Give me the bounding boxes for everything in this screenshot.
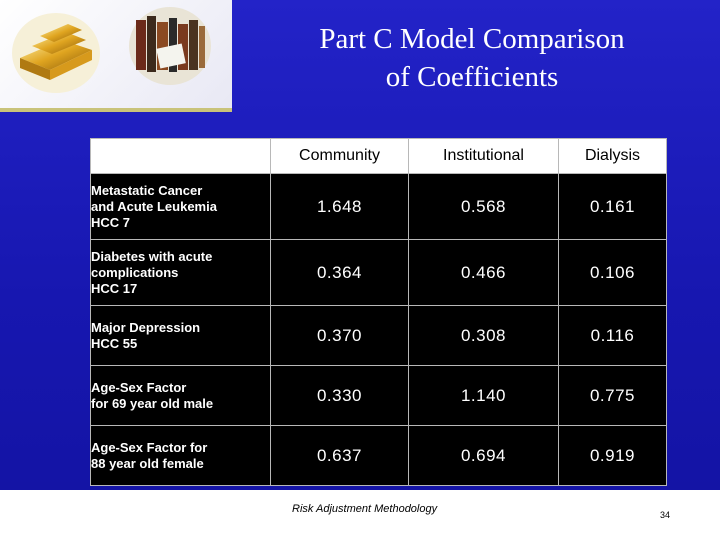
cell-community: 1.648 bbox=[270, 173, 409, 240]
cell-dialysis: 0.106 bbox=[558, 239, 667, 306]
table-row: Metastatic Cancer and Acute Leukemia HCC… bbox=[90, 173, 667, 240]
row-label: Major Depression HCC 55 bbox=[90, 305, 271, 366]
row-label-line: Diabetes with acute bbox=[91, 248, 213, 264]
header-panel-edge bbox=[0, 108, 232, 112]
row-label-line: Major Depression bbox=[91, 319, 201, 335]
cell-institutional: 1.140 bbox=[408, 365, 559, 426]
row-label-line: 88 year old female bbox=[91, 455, 204, 471]
cell-dialysis: 0.775 bbox=[558, 365, 667, 426]
row-label-line: complications bbox=[91, 264, 179, 280]
cell-institutional: 0.694 bbox=[408, 425, 559, 486]
row-label: Diabetes with acute complications HCC 17 bbox=[90, 239, 271, 306]
cell-community: 0.364 bbox=[270, 239, 409, 306]
cell-institutional: 0.466 bbox=[408, 239, 559, 306]
row-label-line: HCC 17 bbox=[91, 280, 138, 296]
row-label-line: HCC 55 bbox=[91, 335, 138, 351]
row-label: Age-Sex Factor for 88 year old female bbox=[90, 425, 271, 486]
slide-title-line-2: of Coefficients bbox=[385, 61, 559, 93]
cell-community: 0.330 bbox=[270, 365, 409, 426]
gold-bars-photo-icon bbox=[12, 13, 100, 93]
table-row: Age-Sex Factor for 88 year old female 0.… bbox=[90, 425, 667, 486]
cell-community: 0.370 bbox=[270, 305, 409, 366]
table-row: Age-Sex Factor for 69 year old male 0.33… bbox=[90, 365, 667, 426]
row-label-line: Metastatic Cancer bbox=[91, 182, 203, 198]
table-row: Major Depression HCC 55 0.370 0.308 0.11… bbox=[90, 305, 667, 366]
table-corner-cell bbox=[90, 138, 271, 174]
row-label: Metastatic Cancer and Acute Leukemia HCC… bbox=[90, 173, 271, 240]
column-header-institutional: Institutional bbox=[408, 138, 559, 174]
slide-title: Part C Model Comparison of Coefficients bbox=[242, 20, 702, 96]
cell-community: 0.637 bbox=[270, 425, 409, 486]
row-label-line: for 69 year old male bbox=[91, 395, 214, 411]
cell-dialysis: 0.161 bbox=[558, 173, 667, 240]
books-photo-icon bbox=[129, 7, 211, 85]
row-label-line: and Acute Leukemia bbox=[91, 198, 217, 214]
cell-dialysis: 0.116 bbox=[558, 305, 667, 366]
table-row: Diabetes with acute complications HCC 17… bbox=[90, 239, 667, 306]
cell-institutional: 0.568 bbox=[408, 173, 559, 240]
cell-dialysis: 0.919 bbox=[558, 425, 667, 486]
column-header-community: Community bbox=[270, 138, 409, 174]
slide-title-line-1: Part C Model Comparison bbox=[319, 23, 625, 55]
column-header-dialysis: Dialysis bbox=[558, 138, 667, 174]
row-label: Age-Sex Factor for 69 year old male bbox=[90, 365, 271, 426]
page-number: 34 bbox=[660, 510, 671, 520]
row-label-line: Age-Sex Factor bbox=[91, 379, 187, 395]
footer-text: Risk Adjustment Methodology bbox=[292, 503, 438, 515]
table-header-row: Community Institutional Dialysis bbox=[90, 138, 667, 174]
row-label-line: HCC 7 bbox=[91, 214, 131, 230]
cell-institutional: 0.308 bbox=[408, 305, 559, 366]
row-label-line: Age-Sex Factor for bbox=[91, 439, 208, 455]
footer-strip bbox=[0, 490, 720, 540]
coefficients-table: Community Institutional Dialysis Metasta… bbox=[90, 138, 667, 486]
